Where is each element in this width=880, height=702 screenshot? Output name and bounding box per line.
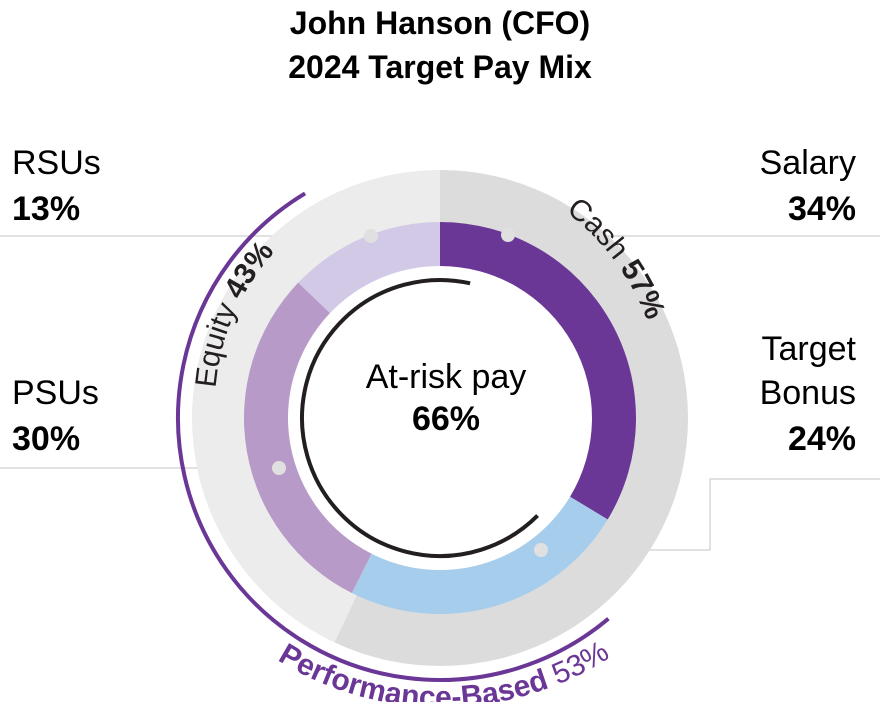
group-ring-equity — [192, 170, 440, 643]
group-ring-cash — [334, 170, 688, 667]
rsus-pct: 13% — [12, 190, 80, 228]
psus-label: PSUs — [12, 374, 99, 412]
chart-subtitle: 2024 Target Pay Mix — [288, 49, 592, 85]
slice-psus — [243, 282, 372, 594]
bonus-label-line2: Bonus — [760, 374, 856, 412]
bonus-label-line1: Target — [762, 330, 857, 368]
marker-rsus — [364, 229, 378, 243]
at-risk-arc — [300, 278, 539, 558]
salary-label: Salary — [760, 144, 856, 182]
bonus-pct: 24% — [788, 420, 856, 458]
rsus-label: RSUs — [12, 144, 101, 182]
marker-psus — [272, 461, 286, 475]
slice-markers — [272, 228, 548, 557]
psus-pct: 30% — [12, 420, 80, 458]
marker-salary — [501, 228, 515, 242]
slice-rsus — [298, 222, 440, 314]
slice-salary — [440, 222, 636, 520]
chart-title: John Hanson (CFO) — [290, 5, 590, 41]
performance-based-arc — [176, 191, 610, 682]
slice-ring — [243, 222, 636, 614]
marker-bonus — [534, 543, 548, 557]
salary-pct: 34% — [788, 190, 856, 228]
performance-based-pct: 53% — [547, 635, 614, 691]
slice-target-bonus — [351, 496, 608, 614]
center-pct: 66% — [412, 400, 480, 438]
center-label: At-risk pay — [366, 358, 527, 396]
